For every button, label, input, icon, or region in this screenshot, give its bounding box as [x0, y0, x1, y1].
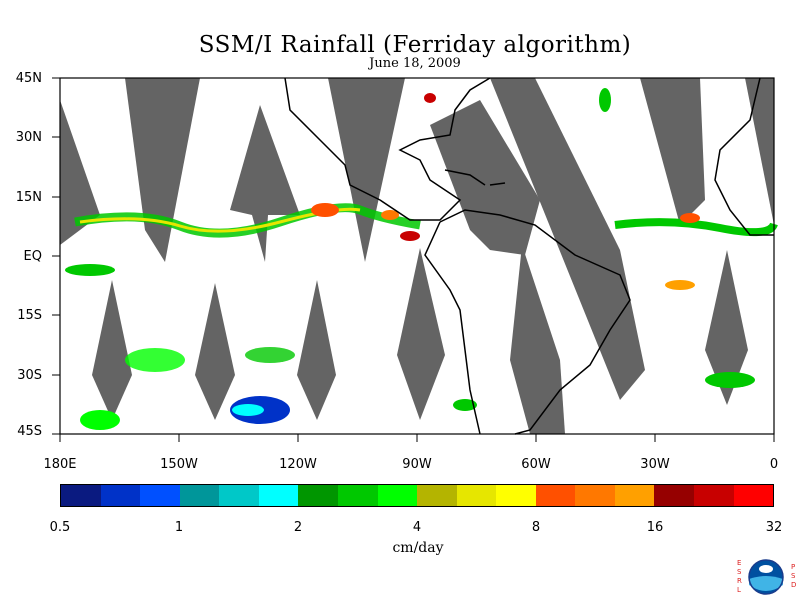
rain-cell: [311, 203, 339, 217]
rain-cell: [125, 348, 185, 372]
swath-gap: [745, 78, 774, 225]
swath-gap: [60, 100, 100, 245]
lon-label: 150W: [160, 457, 198, 472]
lon-label: 90W: [402, 457, 432, 472]
rain-cell: [65, 264, 115, 276]
rain-cell: [80, 410, 120, 430]
colorbar-swatch: [456, 485, 497, 506]
colorbar-swatch: [377, 485, 418, 506]
lat-label: 30N: [15, 130, 42, 145]
colorbar-swatch: [100, 485, 141, 506]
colorbar-tick-label: 32: [765, 520, 783, 535]
colorbar-swatch: [496, 485, 536, 506]
swath-gap: [92, 280, 132, 420]
rain-cell: [245, 347, 295, 363]
swath-gap: [510, 245, 565, 434]
swath-gap: [230, 105, 300, 262]
colorbar-tick-label: 1: [174, 520, 184, 535]
swath-gap: [705, 250, 748, 405]
rain-cell: [453, 399, 477, 411]
map-title: SSM/I Rainfall (Ferriday algorithm): [198, 32, 632, 58]
colorbar-swatch: [219, 485, 259, 506]
swath-gap: [490, 78, 645, 400]
colorbar-swatch: [258, 485, 299, 506]
swath-gap: [195, 283, 235, 420]
rain-cell: [680, 213, 700, 223]
lat-label: 45N: [15, 71, 42, 86]
colorbar-swatch: [535, 485, 576, 506]
atlantic-rain-band: [614, 218, 778, 237]
swath-gap: [640, 78, 705, 225]
south-america-coast: [424, 209, 631, 435]
colorbar-swatch: [140, 485, 180, 506]
coastlines: [284, 77, 774, 435]
lon-label: 120W: [279, 457, 317, 472]
rain-cell: [705, 372, 755, 388]
rain-areas: [65, 88, 778, 430]
north-america-coast: [284, 77, 491, 221]
colorbar-swatch: [417, 485, 457, 506]
rainfall-map: [52, 77, 778, 442]
colorbar-swatch: [575, 485, 615, 506]
colorbar-swatch: [298, 485, 338, 506]
colorbar-swatch: [733, 485, 774, 506]
lon-label: 30W: [640, 457, 670, 472]
caribbean-islands: [444, 169, 506, 186]
rain-cell: [381, 210, 399, 220]
rain-cell: [665, 280, 695, 290]
tick-marks: [52, 77, 775, 442]
colorbar-tick-label: 16: [646, 520, 664, 535]
colorbar-swatch: [61, 485, 101, 506]
colorbar-tick-label: 4: [412, 520, 422, 535]
colorbar-units: cm/day: [392, 540, 444, 556]
europe-africa-coast: [714, 77, 774, 236]
lat-label: 15N: [15, 190, 42, 205]
noaa-emblem-icon: [748, 559, 784, 595]
colorbar-swatch: [614, 485, 655, 506]
lon-label: 0: [769, 457, 779, 472]
colorbar-swatch: [654, 485, 694, 506]
swath-gap: [430, 100, 540, 255]
swath-gap: [297, 280, 336, 420]
lat-label: 45S: [17, 424, 42, 439]
colorbar-tick-label: 8: [531, 520, 541, 535]
lon-label: 60W: [521, 457, 551, 472]
colorbar-tick-label: 0.5: [49, 520, 71, 535]
rain-cell: [400, 231, 420, 241]
colorbar: [60, 484, 774, 507]
rain-cell: [424, 93, 436, 103]
map-date-subtitle: June 18, 2009: [369, 56, 461, 71]
lat-label: 30S: [17, 368, 42, 383]
colorbar-tick-label: 2: [293, 520, 303, 535]
colorbar-swatch: [694, 485, 734, 506]
colorbar-swatch: [179, 485, 220, 506]
swath-gap: [397, 248, 445, 420]
colorbar-swatch: [337, 485, 378, 506]
rain-cell: [232, 404, 264, 416]
rain-cell: [599, 88, 611, 112]
swath-gap: [328, 78, 405, 262]
lat-label: 15S: [17, 308, 42, 323]
lat-label: EQ: [23, 249, 42, 264]
lon-label: 180E: [43, 457, 77, 472]
